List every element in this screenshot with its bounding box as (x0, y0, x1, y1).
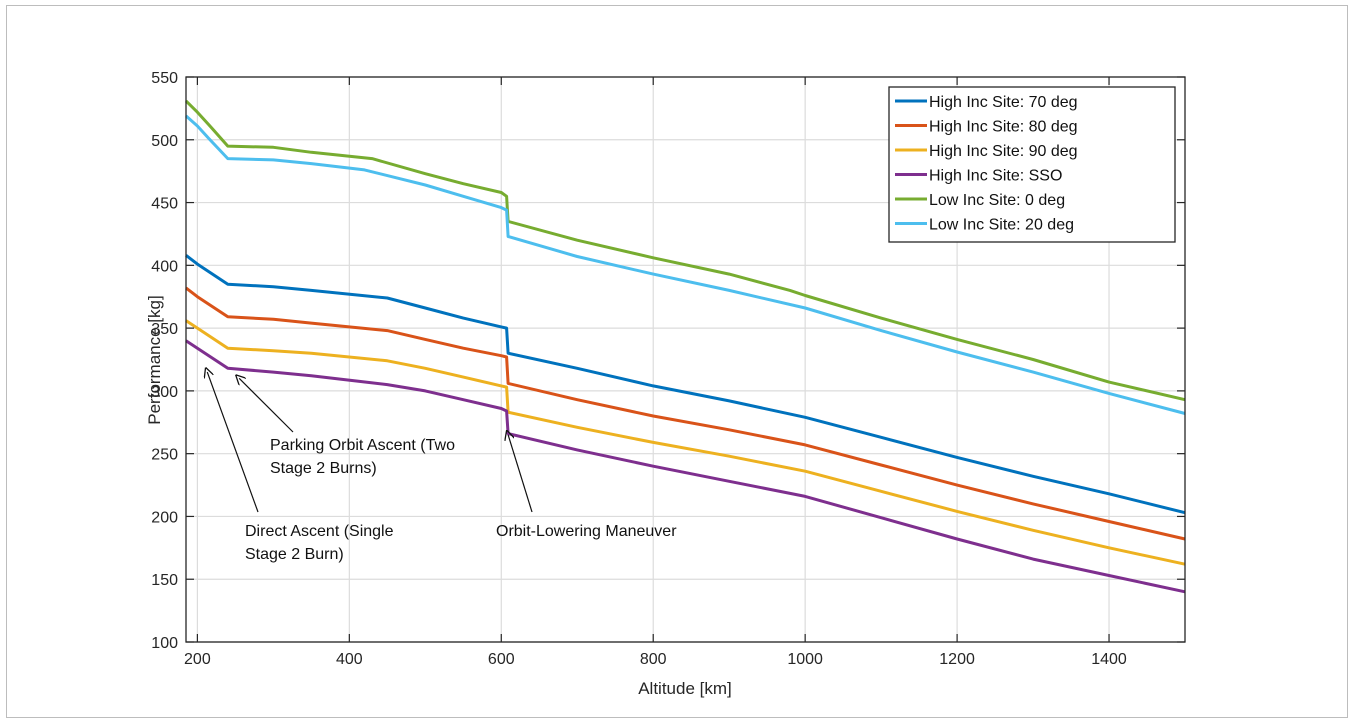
annotation-text: Stage 2 Burn) (245, 546, 344, 563)
legend-label: Low Inc Site: 20 deg (929, 217, 1074, 234)
x-tick-label: 800 (640, 651, 667, 668)
legend-label: High Inc Site: 90 deg (929, 143, 1078, 160)
y-tick-label: 550 (151, 70, 178, 87)
legend-label: Low Inc Site: 0 deg (929, 192, 1065, 209)
series-line-5 (185, 114, 1186, 415)
y-tick-label: 400 (151, 258, 178, 275)
annotation-text: Direct Ascent (Single (245, 523, 394, 540)
annotation-arrow (508, 435, 533, 513)
x-tick-label: 600 (488, 651, 515, 668)
x-axis-label: Altitude [km] (638, 679, 732, 698)
y-tick-label: 500 (151, 133, 178, 150)
x-tick-label: 1400 (1091, 651, 1127, 668)
annotation-text: Orbit-Lowering Maneuver (496, 523, 677, 540)
y-tick-label: 200 (151, 509, 178, 526)
series-line-0 (185, 254, 1186, 515)
legend-label: High Inc Site: SSO (929, 168, 1062, 185)
annotation-arrow (207, 372, 259, 513)
x-tick-label: 400 (336, 651, 363, 668)
y-tick-label: 350 (151, 321, 178, 338)
plot-box (185, 76, 1186, 643)
legend-label: High Inc Site: 70 deg (929, 94, 1078, 111)
x-tick-label: 1000 (787, 651, 823, 668)
x-tick-label: 1200 (939, 651, 975, 668)
y-tick-label: 300 (151, 384, 178, 401)
series-line-3 (185, 339, 1186, 594)
ticks: 200 400 600 800 1000 1200 1400 100 150 200 250 300 3… (151, 70, 1185, 668)
annotations: Direct Ascent (Single Stage 2 Burn) Parkin… (207, 372, 677, 563)
y-tick-label: 150 (151, 572, 178, 589)
series-layer (184, 99, 1186, 594)
y-tick-label: 100 (151, 635, 178, 652)
legend-box (888, 86, 1176, 243)
legend-label: High Inc Site: 80 deg (929, 119, 1078, 136)
y-tick-label: 250 (151, 447, 178, 464)
y-axis-label: Performance [kg] (145, 295, 164, 424)
legend: High Inc Site: 70 deg High Inc Site: 80 d… (888, 86, 1176, 243)
x-tick-label: 200 (184, 651, 211, 668)
series-line-2 (185, 319, 1186, 566)
annotation-arrow (239, 378, 294, 433)
y-tick-label: 450 (151, 196, 178, 213)
annotation-text: Stage 2 Burns) (270, 460, 377, 477)
series-line-1 (185, 286, 1186, 541)
annotation-text: Parking Orbit Ascent (Two (270, 437, 455, 454)
